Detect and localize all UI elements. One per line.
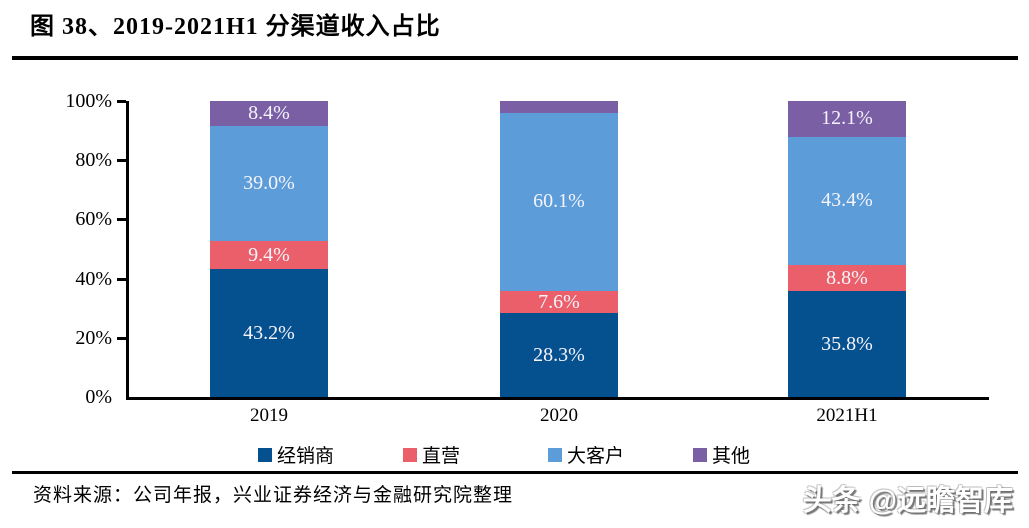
x-axis-label-2021H1: 2021H1: [816, 405, 878, 426]
legend-swatch-icon: [693, 447, 707, 462]
legend-swatch-icon: [258, 447, 272, 462]
bar-segment-大客户-2019: 39.0%: [210, 125, 328, 242]
bar-segment-直营-2020: 7.6%: [500, 290, 618, 314]
bar-segment-大客户-2021H1: 43.4%: [788, 136, 906, 266]
bar-segment-label: 35.8%: [821, 332, 873, 355]
stacked-bar-2019: 43.2% 9.4% 39.0% 8.4%: [210, 101, 328, 397]
figure-title: 图 38、2019-2021H1 分渠道收入占比: [30, 14, 441, 40]
y-axis-tick: [117, 159, 126, 163]
stacked-bar-2020: 28.3% 7.6% 60.1%: [500, 101, 618, 397]
bar-segment-其他-2020: [500, 101, 618, 113]
bar-segment-label: 7.6%: [538, 290, 580, 313]
watermark: 头条 @远瞻智库: [802, 485, 1013, 517]
y-axis-tick-label: 100%: [65, 90, 112, 112]
bar-segment-直营-2019: 9.4%: [210, 241, 328, 270]
legend-label: 大客户: [567, 446, 625, 467]
bar-segment-经销商-2020: 28.3%: [500, 313, 618, 397]
bar-segment-其他-2019: 8.4%: [210, 101, 328, 126]
y-axis-tick: [117, 277, 126, 281]
plot-area: 0% 20% 40% 60% 80% 100% 43.2% 9.4% 39.0% 8.4% 28.3…: [65, 90, 989, 408]
x-axis-label-2020: 2020: [540, 405, 578, 426]
y-axis-tick-label: 40%: [75, 267, 112, 290]
y-axis-tick-label: 20%: [75, 326, 112, 349]
bar-segment-label: 43.4%: [821, 189, 873, 212]
bar-segment-label: 28.3%: [533, 343, 585, 366]
bar-segment-label: 9.4%: [248, 243, 290, 266]
legend-item-直营: 直营: [403, 441, 548, 468]
legend-swatch-icon: [548, 447, 562, 462]
bar-segment-直营-2021H1: 8.8%: [788, 265, 906, 292]
y-axis-tick: [117, 218, 126, 222]
bar-segment-label: 12.1%: [821, 107, 873, 130]
y-axis-tick: [117, 100, 126, 103]
x-axis-label-2019: 2019: [250, 405, 288, 426]
legend-label: 经销商: [277, 446, 335, 467]
y-axis-tick-label: 0%: [85, 386, 112, 408]
legend-label: 直营: [422, 446, 461, 467]
bar-segment-经销商-2019: 43.2%: [210, 269, 328, 397]
bar-segment-经销商-2021H1: 35.8%: [788, 291, 906, 397]
y-axis-tick: [117, 336, 126, 340]
y-axis-tick-label: 80%: [75, 149, 112, 172]
bar-segment-label: 39.0%: [243, 172, 295, 195]
bar-segment-其他-2021H1: 12.1%: [788, 101, 906, 137]
legend-item-经销商: 经销商: [258, 441, 403, 468]
chart-legend: 经销商 直营 大客户 其他: [258, 441, 838, 468]
legend-label: 其他: [712, 446, 751, 467]
footer-divider: [12, 471, 1018, 474]
bar-segment-label: 60.1%: [533, 190, 585, 213]
y-axis-tick-label: 60%: [75, 208, 112, 231]
bar-segment-大客户-2020: 60.1%: [500, 112, 618, 291]
legend-item-其他: 其他: [693, 441, 838, 468]
bar-segment-label: 8.4%: [248, 101, 290, 124]
source-note: 资料来源：公司年报，兴业证券经济与金融研究院整理: [33, 485, 514, 506]
bar-segment-label: 43.2%: [243, 321, 295, 344]
stacked-bar-2021H1: 35.8% 8.8% 43.4% 12.1%: [788, 101, 906, 397]
legend-item-大客户: 大客户: [548, 441, 693, 468]
bar-segment-label: 8.8%: [826, 266, 868, 289]
title-divider: [12, 56, 1018, 60]
legend-swatch-icon: [403, 447, 417, 462]
